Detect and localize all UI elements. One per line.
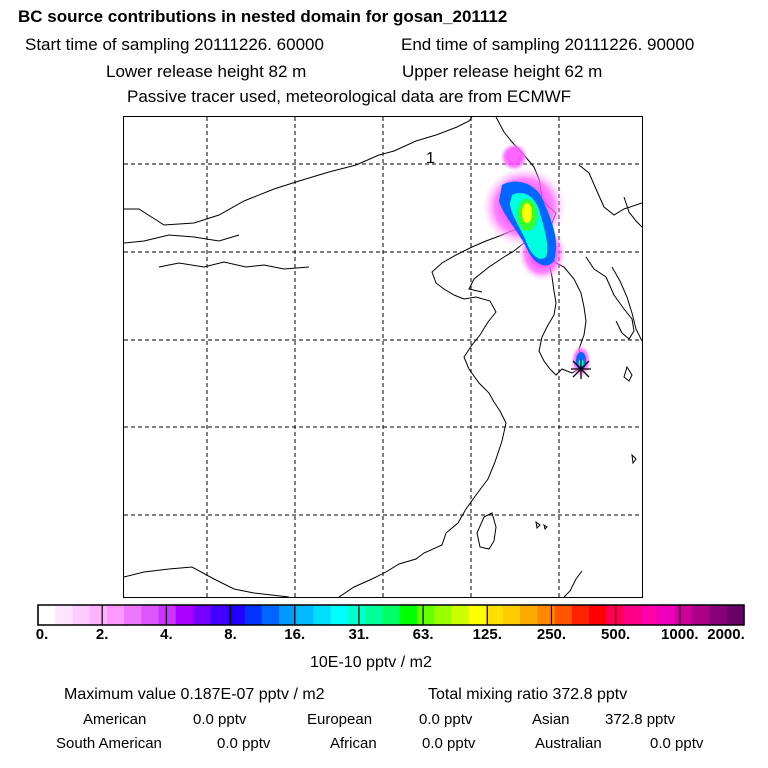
colorbar-swatch — [416, 605, 435, 625]
colorbar-swatch — [502, 605, 521, 625]
region-australian-value: 0.0 pptv — [650, 735, 704, 752]
colorbar-swatch — [210, 605, 228, 625]
colorbar-tick-label: 0. — [35, 626, 49, 643]
colorbar — [37, 604, 745, 626]
colorbar-swatch — [279, 605, 297, 625]
colorbar-swatch — [106, 605, 125, 625]
colorbar-swatch — [141, 605, 160, 625]
region-american-value: 0.0 pptv — [193, 711, 247, 728]
colorbar-swatch — [261, 605, 280, 625]
colorbar-tick-label: 500. — [601, 626, 631, 643]
colorbar-units: 10E-10 pptv / m2 — [310, 654, 432, 671]
colorbar-swatch — [726, 605, 745, 625]
colorbar-swatch — [347, 605, 366, 625]
colorbar-swatch — [520, 605, 538, 625]
region-south-american-value: 0.0 pptv — [217, 735, 271, 752]
plume-core — [522, 203, 532, 223]
colorbar-swatch — [675, 605, 693, 625]
colorbar-swatch — [657, 605, 676, 625]
region-american-name: American — [83, 711, 147, 728]
region-asian-name: Asian — [532, 711, 570, 728]
start-time: Start time of sampling 20111226. 60000 — [25, 35, 324, 54]
colorbar-swatch — [382, 605, 401, 625]
colorbar-swatch — [451, 605, 469, 625]
colorbar-tick-label: 31. — [348, 626, 370, 643]
plume-north — [482, 143, 566, 281]
region-australian-name: Australian — [535, 735, 602, 752]
colorbar-tick-label: 125. — [472, 626, 502, 643]
colorbar-swatch — [89, 605, 108, 625]
colorbar-swatch — [640, 605, 659, 625]
colorbar-swatch — [124, 605, 142, 625]
graticule — [124, 117, 642, 597]
colorbar-border — [37, 604, 745, 626]
colorbar-tick-label: 2000. — [707, 626, 745, 643]
total-mixing-ratio: Total mixing ratio 372.8 pptv — [428, 686, 628, 703]
region-asian-value: 372.8 pptv — [605, 711, 676, 728]
colorbar-tick-label: 2. — [95, 626, 109, 643]
colorbar-swatch — [571, 605, 590, 625]
map-domain-label: 1 — [426, 150, 435, 167]
colorbar-swatch — [72, 605, 91, 625]
map-panel: 1 — [123, 116, 643, 598]
colorbar-swatch — [485, 605, 504, 625]
colorbar-swatch — [330, 605, 349, 625]
colorbar-tick-label: 8. — [224, 626, 237, 643]
lower-release-height: Lower release height 82 m — [106, 62, 307, 81]
colorbar-swatch — [192, 605, 211, 625]
colorbar-swatch — [365, 605, 383, 625]
colorbar-swatch — [399, 605, 418, 625]
receptor-marker-icon — [571, 359, 591, 379]
maximum-value: Maximum value 0.187E-07 pptv / m2 — [64, 686, 325, 703]
region-african-name: African — [330, 735, 377, 752]
colorbar-swatch — [296, 605, 315, 625]
colorbar-swatch — [38, 605, 56, 625]
colorbar-swatch — [468, 605, 487, 625]
colorbar-swatch — [709, 605, 728, 625]
colorbar-tick-label: 1000. — [661, 626, 699, 643]
plot-title: BC source contributions in nested domain… — [18, 7, 508, 26]
colorbar-tick-label: 250. — [536, 626, 567, 643]
colorbar-tick-label: 16. — [284, 626, 306, 643]
colorbar-swatch — [434, 605, 452, 625]
colorbar-swatch — [589, 605, 607, 625]
colorbar-swatch — [244, 605, 263, 625]
colorbar-swatch — [158, 605, 177, 625]
end-time: End time of sampling 20111226. 90000 — [401, 35, 695, 54]
colorbar-tick-label: 4. — [160, 626, 173, 643]
colorbar-tick-label: 63. — [412, 626, 434, 643]
upper-release-height: Upper release height 62 m — [402, 62, 603, 81]
colorbar-swatch — [227, 605, 246, 625]
colorbar-swatch — [623, 605, 642, 625]
colorbar-swatch — [692, 605, 711, 625]
colorbar-swatch — [313, 605, 332, 625]
tracer-note: Passive tracer used, meteorological data… — [127, 87, 572, 106]
colorbar-swatch — [537, 605, 556, 625]
colorbar-swatch — [55, 605, 73, 625]
region-african-value: 0.0 pptv — [422, 735, 476, 752]
region-european-name: European — [307, 711, 373, 728]
colorbar-swatch — [175, 605, 194, 625]
colorbar-swatch — [554, 605, 573, 625]
region-european-value: 0.0 pptv — [419, 711, 473, 728]
map-canvas: 1 — [123, 116, 643, 598]
region-south-american-name: South American — [56, 735, 162, 752]
